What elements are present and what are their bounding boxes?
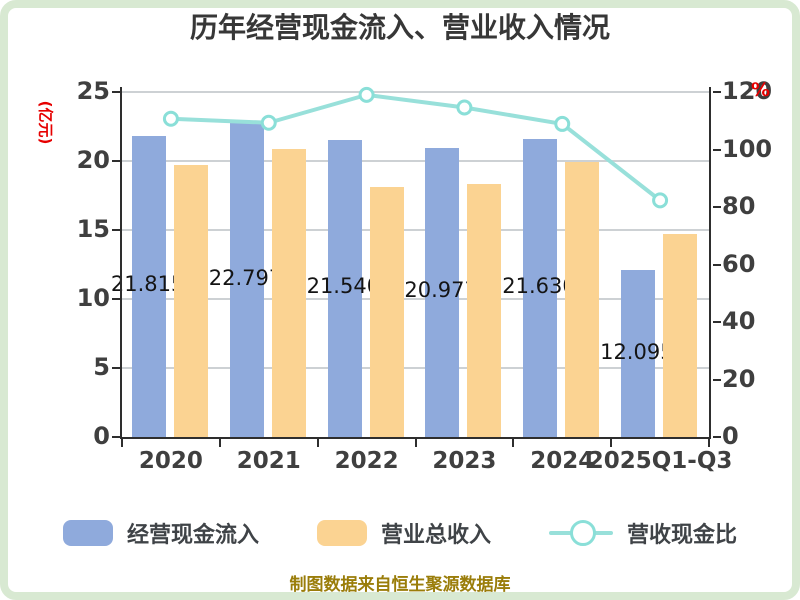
bar-total-revenue (467, 184, 502, 437)
x-tick-label: 2020 (138, 448, 203, 474)
grid-line (122, 229, 709, 231)
legend-swatch-blue (62, 520, 113, 546)
bar-total-revenue (369, 186, 404, 437)
y-tick-label-left: 0 (93, 422, 110, 450)
bar-value-label: 21.815 (110, 272, 185, 297)
x-tick-label: 2025Q1-Q3 (587, 448, 733, 474)
y-axis-right-unit-label: % (751, 79, 771, 101)
y-axis-left-unit-label: (亿元) (36, 100, 55, 145)
line-marker (554, 115, 571, 132)
x-axis-tick (218, 439, 221, 447)
y-axis-left-tick (112, 229, 120, 231)
y-tick-label-left: 25 (76, 77, 110, 105)
bar-operating-cash-inflow (131, 135, 166, 437)
x-axis (120, 437, 711, 439)
y-axis-left-tick (112, 436, 120, 438)
bar-value-label: 12.095 (600, 339, 674, 364)
bar-total-revenue (565, 162, 600, 437)
bar-total-revenue (173, 165, 208, 437)
bar-value-label: 21.630 (502, 273, 576, 298)
y-axis-left-tick (112, 160, 120, 162)
line-marker (260, 114, 277, 131)
y-axis-left-tick (112, 298, 120, 300)
chart-legend: 经营现金流入 营业总收入 营收现金比 (0, 514, 800, 552)
x-axis-tick (414, 439, 417, 447)
y-tick-label-right: 0 (722, 422, 739, 450)
y-axis-left (120, 87, 122, 437)
x-tick-label: 2024 (530, 448, 595, 474)
legend-swatch-orange (316, 520, 367, 546)
x-tick-label: 2021 (236, 448, 301, 474)
bar-value-label: 20.977 (404, 278, 478, 303)
bar-total-revenue (271, 149, 306, 437)
legend-item-total-revenue: 营业总收入 (316, 517, 491, 549)
y-axis-right-tick (713, 436, 721, 438)
y-axis-right-tick (713, 91, 721, 93)
bar-value-label: 22.797 (208, 265, 283, 290)
y-axis-left-tick (112, 367, 120, 369)
y-tick-label-left: 5 (93, 353, 110, 381)
x-tick-label: 2023 (432, 448, 497, 474)
y-tick-label-left: 20 (76, 146, 110, 174)
x-axis-tick (121, 439, 123, 447)
data-source-footer: 制图数据来自恒生聚源数据库 (289, 575, 511, 595)
grid-line (122, 298, 709, 300)
y-tick-label-right: 20 (722, 364, 756, 393)
line-marker (456, 99, 473, 116)
y-axis-right-tick (713, 148, 721, 151)
y-tick-label-right: 120 (722, 77, 773, 105)
y-tick-label-right: 100 (722, 134, 773, 163)
y-axis-right (709, 87, 711, 437)
x-axis-tick (610, 439, 613, 447)
bar-operating-cash-inflow (621, 270, 656, 437)
grid-line (122, 367, 709, 369)
grid-line (122, 91, 709, 93)
x-axis-tick (316, 439, 319, 447)
line-marker (162, 110, 179, 127)
x-tick-label: 2022 (334, 448, 399, 474)
line-marker (652, 192, 669, 209)
y-tick-label-right: 80 (722, 192, 756, 220)
x-axis-tick (512, 439, 515, 447)
chart-title: 历年经营现金流入、营业收入情况 (189, 11, 610, 44)
legend-label-ratio: 营收现金比 (627, 523, 738, 548)
y-axis-right-tick (713, 263, 721, 266)
legend-circle-marker-icon (570, 520, 596, 546)
y-axis-right-tick (713, 378, 721, 381)
y-axis-right-tick (713, 206, 721, 208)
y-axis-right-tick (713, 321, 721, 323)
legend-label-total-revenue: 营业总收入 (380, 523, 491, 548)
legend-item-ratio: 营收现金比 (549, 517, 737, 549)
legend-line-marker-icon (549, 520, 613, 546)
y-tick-label-right: 60 (722, 249, 756, 278)
bar-total-revenue (663, 234, 698, 437)
x-axis-tick (708, 439, 710, 447)
grid-line (122, 160, 709, 162)
legend-item-cash-inflow: 经营现金流入 (62, 517, 259, 549)
y-tick-label-left: 15 (76, 215, 110, 243)
y-tick-label-left: 10 (76, 284, 110, 312)
legend-label-cash-inflow: 经营现金流入 (126, 523, 259, 548)
y-tick-label-right: 40 (722, 307, 756, 335)
bar-value-label: 21.540 (306, 274, 381, 299)
y-axis-left-tick (112, 91, 120, 93)
